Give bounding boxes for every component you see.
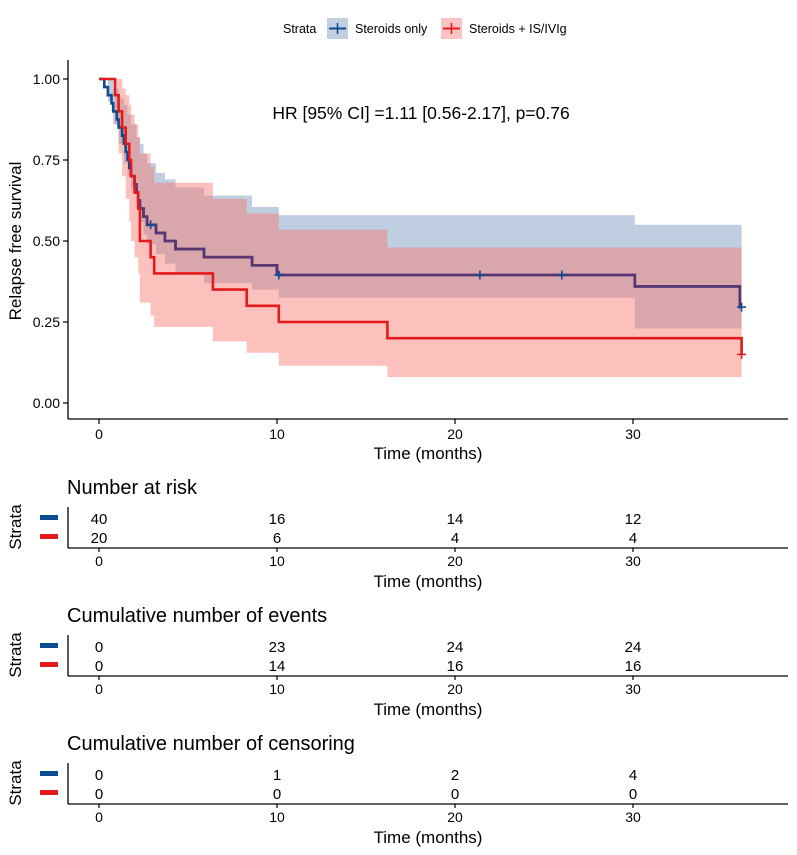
censor-marks: [146, 220, 747, 359]
table-cell: 0: [95, 639, 103, 656]
table-x-tick-label: 20: [447, 809, 463, 825]
censor-mark-steroids-only: [737, 302, 747, 312]
censor-mark-steroids-only: [146, 220, 156, 230]
ci-band-steroids-is-ivig: [99, 79, 742, 378]
censor-mark-steroids-only: [475, 270, 485, 280]
table-x-tick-label: 10: [269, 681, 285, 697]
table-cell: 0: [451, 786, 459, 803]
table-title: Number at risk: [67, 477, 198, 499]
table-x-tick-label: 30: [625, 809, 641, 825]
y-tick-label: 1.00: [33, 71, 60, 87]
table-cell: 4: [629, 767, 637, 784]
table-cumulative-number-of-events: Cumulative number of events Strata 0 23 24 24…: [6, 605, 788, 719]
strata-color-key-steroids-only: [40, 643, 58, 648]
table-cell: 4: [629, 530, 637, 547]
table-cell: 23: [269, 639, 286, 656]
table-cell: 6: [273, 530, 281, 547]
table-x-tick-label: 0: [95, 809, 103, 825]
x-tick-label: 10: [269, 426, 285, 442]
table-x-axis-title: Time (months): [374, 700, 483, 719]
y-tick-label: 0.75: [33, 152, 60, 168]
table-cell: 16: [269, 511, 286, 528]
table-cell: 1: [273, 767, 281, 784]
table-x-axis-title: Time (months): [374, 828, 483, 847]
strata-color-key-steroids-is-ivig: [40, 790, 58, 795]
y-tick-label: 0.00: [33, 395, 60, 411]
table-x-tick-label: 20: [447, 681, 463, 697]
table-cell: 0: [629, 786, 637, 803]
table-x-tick-label: 30: [625, 681, 641, 697]
y-axis-title: Relapse free survival: [6, 162, 25, 321]
table-cell: 16: [625, 658, 642, 675]
table-title: Cumulative number of censoring: [67, 733, 355, 755]
censor-mark-steroids-is-ivig: [737, 349, 747, 359]
legend: Strata Steroids only Steroids + IS/IVIg: [283, 18, 567, 39]
table-cell: 12: [625, 511, 642, 528]
legend-title: Strata: [283, 22, 316, 36]
table-cell: 0: [95, 767, 103, 784]
table-title: Cumulative number of events: [67, 605, 327, 627]
table-cell: 14: [269, 658, 286, 675]
x-tick-label: 30: [625, 426, 641, 442]
confidence-bands: [99, 79, 742, 378]
table-x-tick-label: 10: [269, 553, 285, 569]
strata-color-key-steroids-only: [40, 771, 58, 776]
table-cell: 24: [447, 639, 464, 656]
x-axis-title: Time (months): [374, 444, 483, 463]
legend-label-steroids-is-ivig: Steroids + IS/IVIg: [469, 22, 567, 36]
table-y-axis-title: Strata: [6, 504, 25, 550]
x-axis-ticks: 0 10 20 30: [95, 419, 641, 442]
hazard-ratio-annotation: HR [95% CI] =1.11 [0.56-2.17], p=0.76: [272, 103, 569, 123]
table-y-axis-title: Strata: [6, 760, 25, 806]
table-cell: 4: [451, 530, 459, 547]
table-cell: 14: [447, 511, 464, 528]
y-tick-label: 0.50: [33, 233, 60, 249]
legend-key-steroids-only: [327, 18, 348, 39]
y-axis-ticks: 0.00 0.25 0.50 0.75 1.00: [33, 71, 68, 411]
table-cell: 16: [447, 658, 464, 675]
km-plot: 0.00 0.25 0.50 0.75 1.00 0 10 20 30 Time (month…: [6, 60, 788, 463]
table-cell: 24: [625, 639, 642, 656]
table-x-tick-label: 10: [269, 809, 285, 825]
table-y-axis-title: Strata: [6, 632, 25, 678]
table-x-tick-label: 0: [95, 681, 103, 697]
table-cell: 2: [451, 767, 459, 784]
survival-curve-steroids-is-ivig: [99, 77, 743, 355]
table-cell: 0: [95, 658, 103, 675]
table-x-tick-label: 20: [447, 553, 463, 569]
table-cumulative-number-of-censoring: Cumulative number of censoring Strata 0 1 2 4…: [6, 733, 788, 847]
strata-color-key-steroids-is-ivig: [40, 662, 58, 667]
table-cell: 40: [91, 511, 108, 528]
table-cell: 20: [91, 530, 108, 547]
y-tick-label: 0.25: [33, 314, 60, 330]
table-cell: 0: [95, 786, 103, 803]
legend-label-steroids-only: Steroids only: [355, 22, 428, 36]
strata-color-key-steroids-only: [40, 515, 58, 520]
censor-mark-steroids-only: [274, 270, 284, 280]
table-x-axis-title: Time (months): [374, 572, 483, 591]
censor-mark-steroids-only: [557, 270, 567, 280]
x-tick-label: 20: [447, 426, 463, 442]
table-x-tick-label: 30: [625, 553, 641, 569]
legend-key-steroids-is-ivig: [441, 18, 462, 39]
table-cell: 0: [273, 786, 281, 803]
table-x-tick-label: 0: [95, 553, 103, 569]
x-tick-label: 0: [95, 426, 103, 442]
strata-color-key-steroids-is-ivig: [40, 534, 58, 539]
